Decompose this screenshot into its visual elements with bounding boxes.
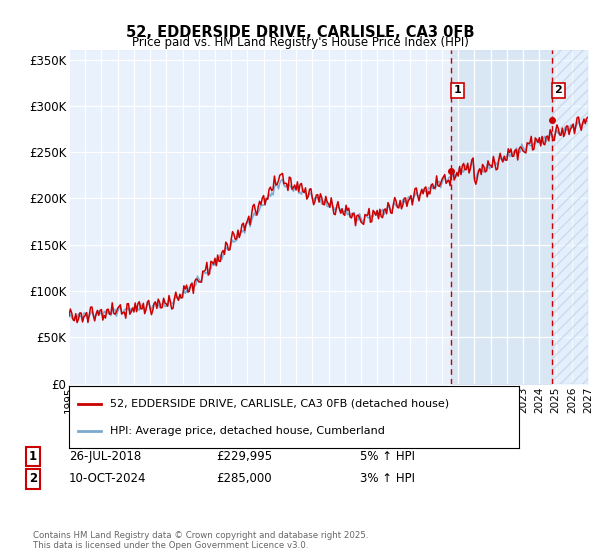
- Text: 3% ↑ HPI: 3% ↑ HPI: [360, 472, 415, 486]
- Text: 26-JUL-2018: 26-JUL-2018: [69, 450, 141, 463]
- Text: 1: 1: [29, 450, 37, 463]
- Text: £285,000: £285,000: [216, 472, 272, 486]
- Text: 52, EDDERSIDE DRIVE, CARLISLE, CA3 0FB: 52, EDDERSIDE DRIVE, CARLISLE, CA3 0FB: [126, 25, 474, 40]
- Text: Price paid vs. HM Land Registry's House Price Index (HPI): Price paid vs. HM Land Registry's House …: [131, 36, 469, 49]
- Text: 10-OCT-2024: 10-OCT-2024: [69, 472, 146, 486]
- Text: 5% ↑ HPI: 5% ↑ HPI: [360, 450, 415, 463]
- Text: 2: 2: [29, 472, 37, 486]
- Text: 52, EDDERSIDE DRIVE, CARLISLE, CA3 0FB (detached house): 52, EDDERSIDE DRIVE, CARLISLE, CA3 0FB (…: [110, 399, 449, 409]
- Text: 2: 2: [554, 85, 562, 95]
- Text: £229,995: £229,995: [216, 450, 272, 463]
- Text: Contains HM Land Registry data © Crown copyright and database right 2025.
This d: Contains HM Land Registry data © Crown c…: [33, 530, 368, 550]
- Text: HPI: Average price, detached house, Cumberland: HPI: Average price, detached house, Cumb…: [110, 426, 385, 436]
- Text: 1: 1: [454, 85, 461, 95]
